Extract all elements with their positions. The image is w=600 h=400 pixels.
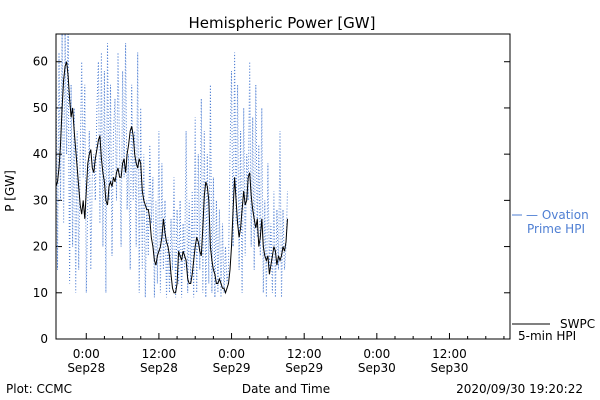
swpc-hpi-series-line — [55, 61, 288, 295]
x-tick-time-label: 12:00 — [287, 347, 322, 361]
footer-plot-source: Plot: CCMC — [6, 382, 72, 396]
x-tick-time-label: 0:00 — [73, 347, 100, 361]
y-tick-label: 60 — [33, 55, 48, 69]
x-tick-date-label: Sep29 — [213, 361, 251, 375]
chart-ticks: 01020304050600:00Sep2812:00Sep280:00Sep2… — [33, 55, 510, 375]
x-tick-time-label: 12:00 — [432, 347, 467, 361]
legend-swpc-line1: SWPC — [560, 317, 595, 331]
y-tick-label: 0 — [40, 332, 48, 346]
x-tick-date-label: Sep28 — [140, 361, 178, 375]
y-tick-label: 10 — [33, 286, 48, 300]
y-tick-label: 50 — [33, 101, 48, 115]
legend-swpc-line2: 5-min HPI — [518, 329, 576, 343]
x-tick-date-label: Sep30 — [431, 361, 469, 375]
ovation-prime-series-line — [55, 33, 288, 298]
x-tick-time-label: 12:00 — [142, 347, 177, 361]
footer-timestamp: 2020/09/30 19:20:22 — [456, 382, 583, 396]
x-tick-date-label: Sep28 — [67, 361, 105, 375]
legend-ovation-line2: Prime HPI — [527, 222, 585, 236]
y-tick-label: 20 — [33, 240, 48, 254]
chart-series — [55, 33, 288, 298]
plot-frame — [55, 33, 511, 340]
x-tick-time-label: 0:00 — [363, 347, 390, 361]
y-tick-label: 40 — [33, 147, 48, 161]
x-axis-label: Date and Time — [242, 382, 330, 396]
y-axis-label: P [GW] — [3, 170, 17, 212]
x-tick-time-label: 0:00 — [218, 347, 245, 361]
y-tick-label: 30 — [33, 193, 48, 207]
chart-title: Hemispheric Power [GW] — [189, 14, 376, 32]
x-tick-date-label: Sep30 — [358, 361, 396, 375]
x-tick-date-label: Sep29 — [285, 361, 323, 375]
legend-ovation-line1: — Ovation — [526, 208, 589, 222]
